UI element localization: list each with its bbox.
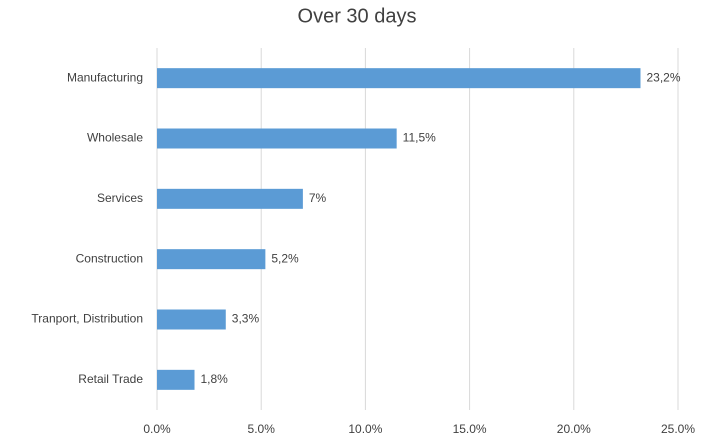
bar <box>157 128 397 149</box>
bar <box>157 68 641 89</box>
x-tick-label: 15.0% <box>453 422 487 436</box>
chart-title: Over 30 days <box>298 5 417 27</box>
x-tick-label: 5.0% <box>248 422 276 436</box>
y-tick-label: Retail Trade <box>78 372 143 386</box>
value-label: 7% <box>309 191 327 205</box>
x-tick-label: 10.0% <box>348 422 382 436</box>
bar <box>157 188 303 209</box>
value-label: 23,2% <box>646 70 680 84</box>
bar <box>157 309 226 330</box>
value-label: 5,2% <box>271 251 299 265</box>
value-label: 1,8% <box>201 372 229 386</box>
bar <box>157 369 195 390</box>
y-tick-label: Wholesale <box>87 131 143 145</box>
y-tick-label: Manufacturing <box>67 70 143 84</box>
x-tick-label: 20.0% <box>557 422 591 436</box>
x-tick-label: 25.0% <box>661 422 695 436</box>
bar <box>157 249 266 270</box>
value-label: 11,5% <box>403 131 436 145</box>
value-label: 3,3% <box>232 312 260 326</box>
y-tick-label: Construction <box>76 251 143 265</box>
y-tick-label: Tranport, Distribution <box>31 312 143 326</box>
y-tick-label: Services <box>97 191 143 205</box>
x-tick-label: 0.0% <box>143 422 171 436</box>
